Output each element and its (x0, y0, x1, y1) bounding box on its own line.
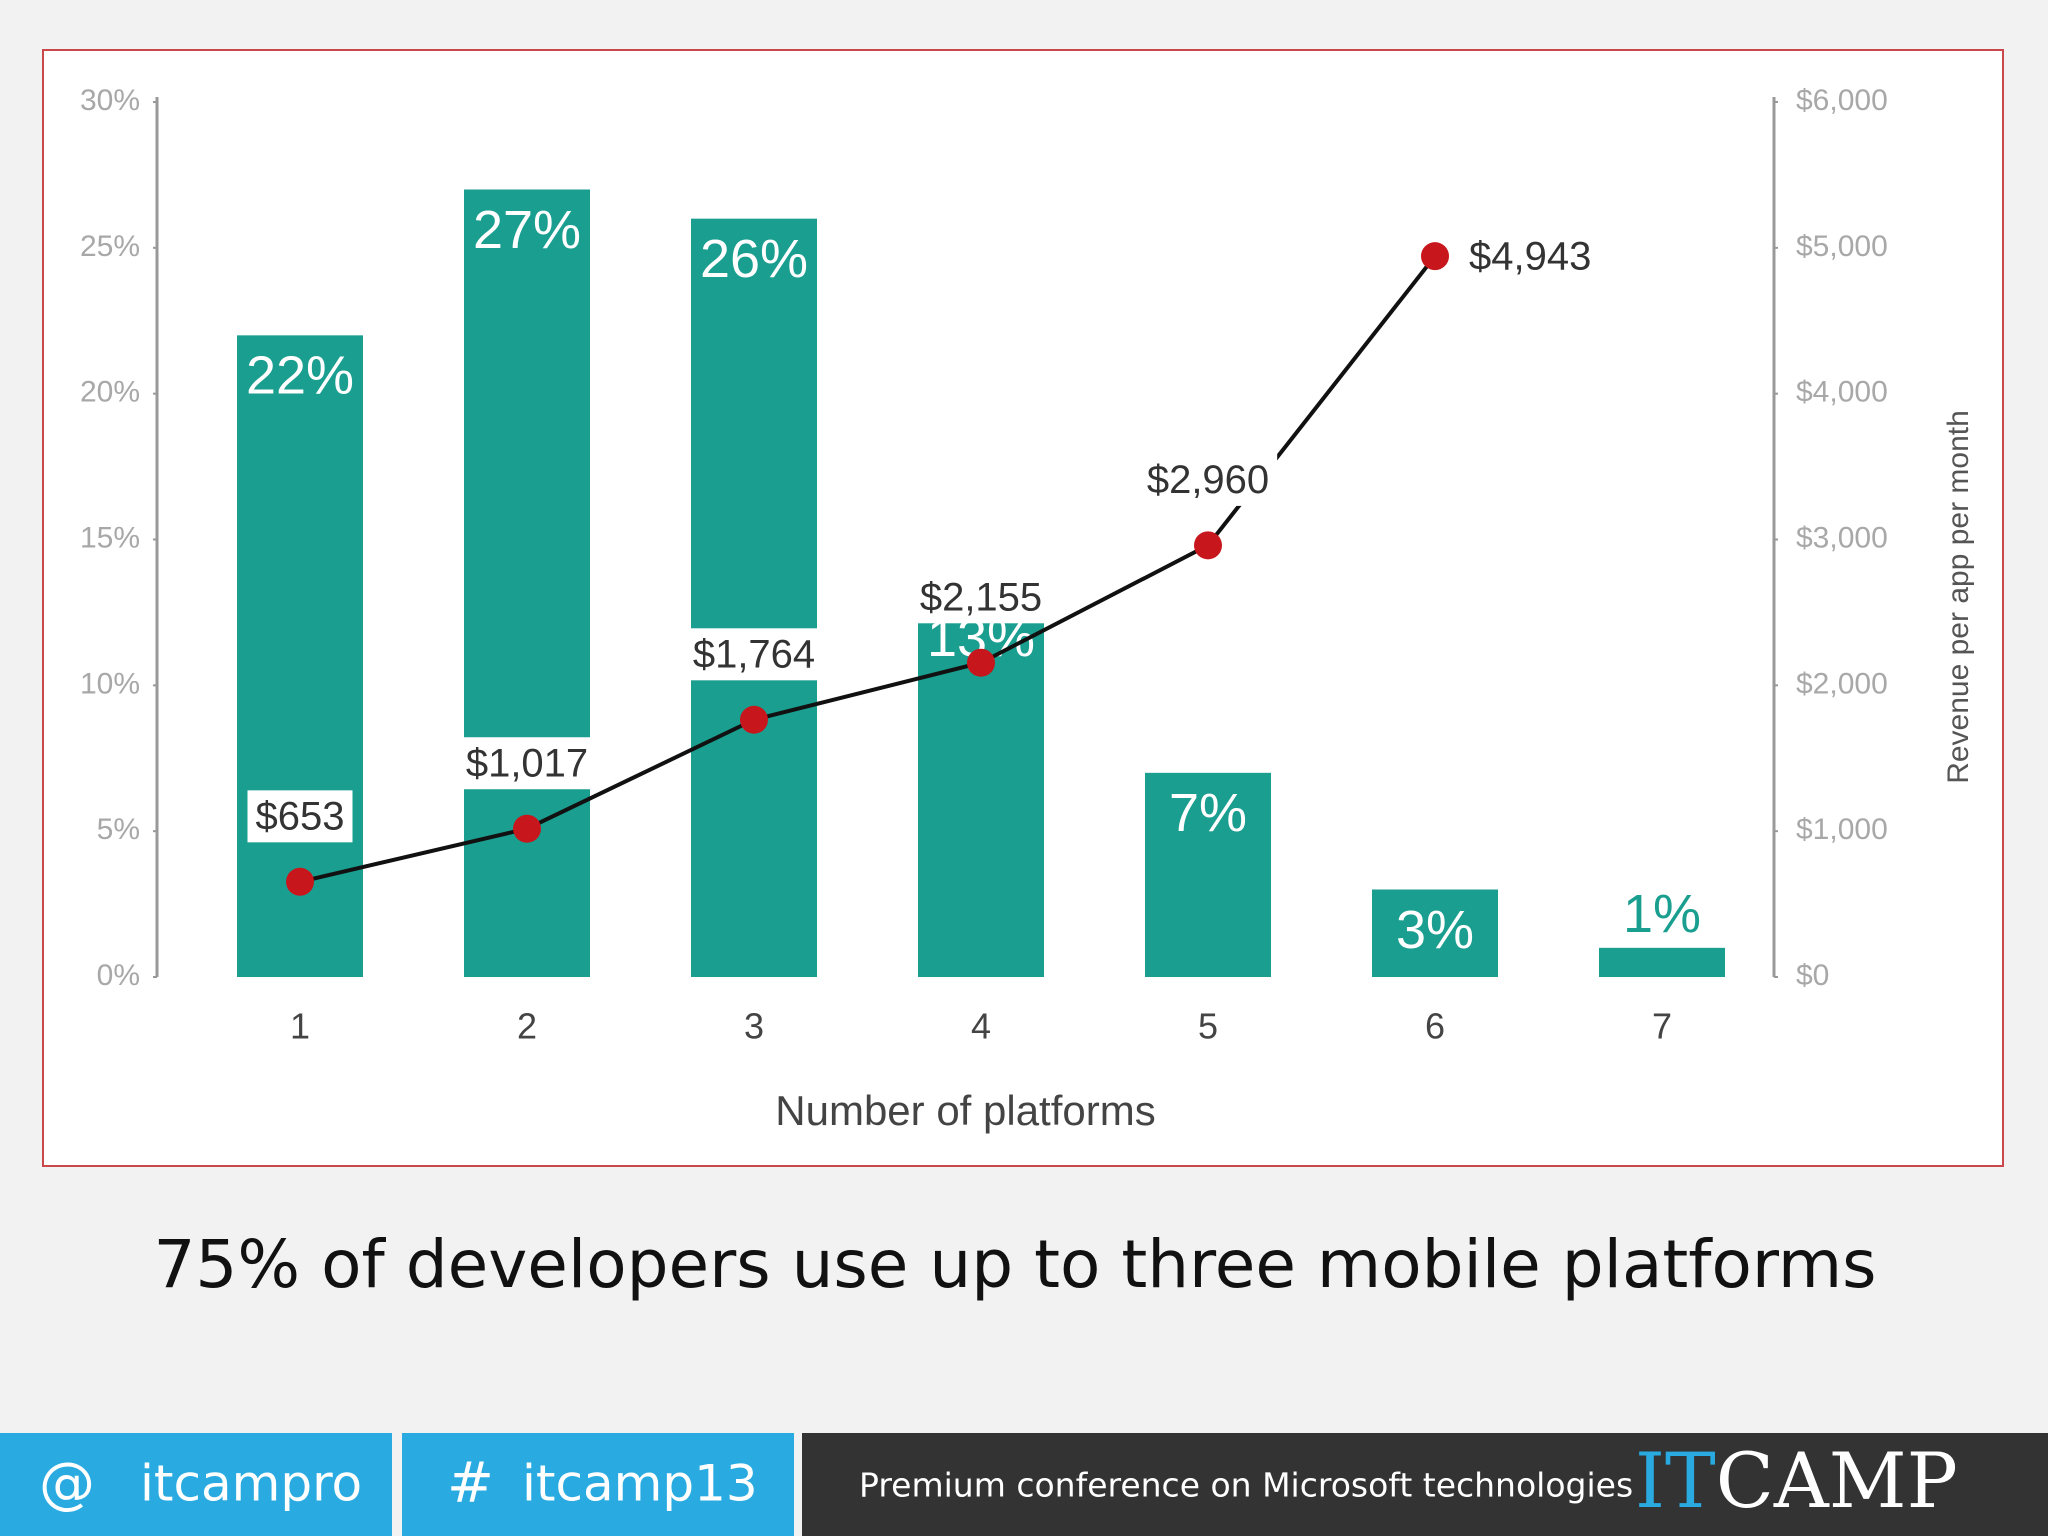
bar (1145, 772, 1271, 977)
y-tick-label: 20% (80, 376, 140, 409)
x-tick-label: 6 (1425, 1006, 1445, 1047)
logo-it: IT (1635, 1436, 1716, 1525)
y-tick-label: 5% (97, 813, 140, 846)
logo: ITCAMP (1635, 1436, 1958, 1525)
bar (464, 189, 590, 977)
line-value-label: $1,017 (466, 741, 588, 785)
x-tick-label: 4 (971, 1006, 991, 1047)
line-point (740, 705, 768, 734)
chart: 0% 5% 10% 15% 20% 25% 30% $0 $1,000 $2,000 $3,000 $… (80, 84, 1975, 1134)
bar-value-label: 7% (1169, 783, 1247, 843)
line-value-label: $2,155 (920, 575, 1042, 619)
bar-value-label: 1% (1623, 884, 1701, 944)
x-tick-label: 7 (1652, 1006, 1672, 1047)
tagline-block (802, 1433, 2048, 1536)
y2-tick-label: $0 (1796, 959, 1829, 992)
caption: 75% of developers use up to three mobile… (153, 1226, 1876, 1303)
hashtag-block (402, 1433, 794, 1536)
y2-tick-label: $3,000 (1796, 521, 1888, 554)
twitter-block (0, 1433, 392, 1536)
label-background (684, 628, 824, 681)
line-value-label: $4,943 (1469, 235, 1591, 279)
line-point (286, 867, 314, 896)
y2-tick-label: $2,000 (1796, 667, 1888, 700)
y-tick-label: 10% (80, 667, 140, 700)
line-value-label: $653 (256, 794, 345, 838)
x-tick-label: 5 (1198, 1006, 1218, 1047)
line-point (513, 814, 541, 843)
y-tick-label: 30% (80, 84, 140, 117)
bar-value-label: 27% (473, 200, 581, 260)
y2-tick-label: $4,000 (1796, 376, 1888, 409)
bar-value-label: 3% (1396, 900, 1474, 960)
bar-value-label: 26% (700, 229, 808, 289)
line-point (1194, 531, 1222, 560)
label-background (911, 571, 1051, 624)
logo-camp: CAMP (1716, 1436, 1958, 1525)
line-point (967, 648, 995, 677)
y2-axis-label: Revenue per app per month (1942, 410, 1975, 784)
hashtag: itcamp13 (522, 1455, 758, 1513)
twitter-handle: itcampro (140, 1455, 362, 1513)
line-value-label: $1,764 (693, 632, 815, 676)
x-tick-label: 2 (517, 1006, 537, 1047)
label-background (247, 790, 353, 843)
tagline: Premium conference on Microsoft technolo… (859, 1466, 1633, 1505)
y-tick-label: 0% (97, 959, 140, 992)
bar (1372, 889, 1498, 977)
at-symbol: @ (39, 1451, 95, 1516)
y2-tick-label: $5,000 (1796, 230, 1888, 263)
y-tick-label: 15% (80, 521, 140, 554)
y-tick-label: 25% (80, 230, 140, 263)
x-axis-label: Number of platforms (775, 1087, 1155, 1134)
line-value-label: $2,960 (1147, 458, 1269, 502)
label-background (1138, 453, 1278, 506)
y2-tick-label: $1,000 (1796, 813, 1888, 846)
label-background (457, 737, 597, 790)
bar-value-label: 22% (246, 346, 354, 406)
line-point (1421, 242, 1449, 271)
x-tick-label: 3 (744, 1006, 764, 1047)
bar (691, 218, 817, 977)
bar (1599, 947, 1725, 977)
x-tick-label: 1 (290, 1006, 310, 1047)
y2-tick-label: $6,000 (1796, 84, 1888, 117)
hash-symbol: # (447, 1451, 494, 1516)
